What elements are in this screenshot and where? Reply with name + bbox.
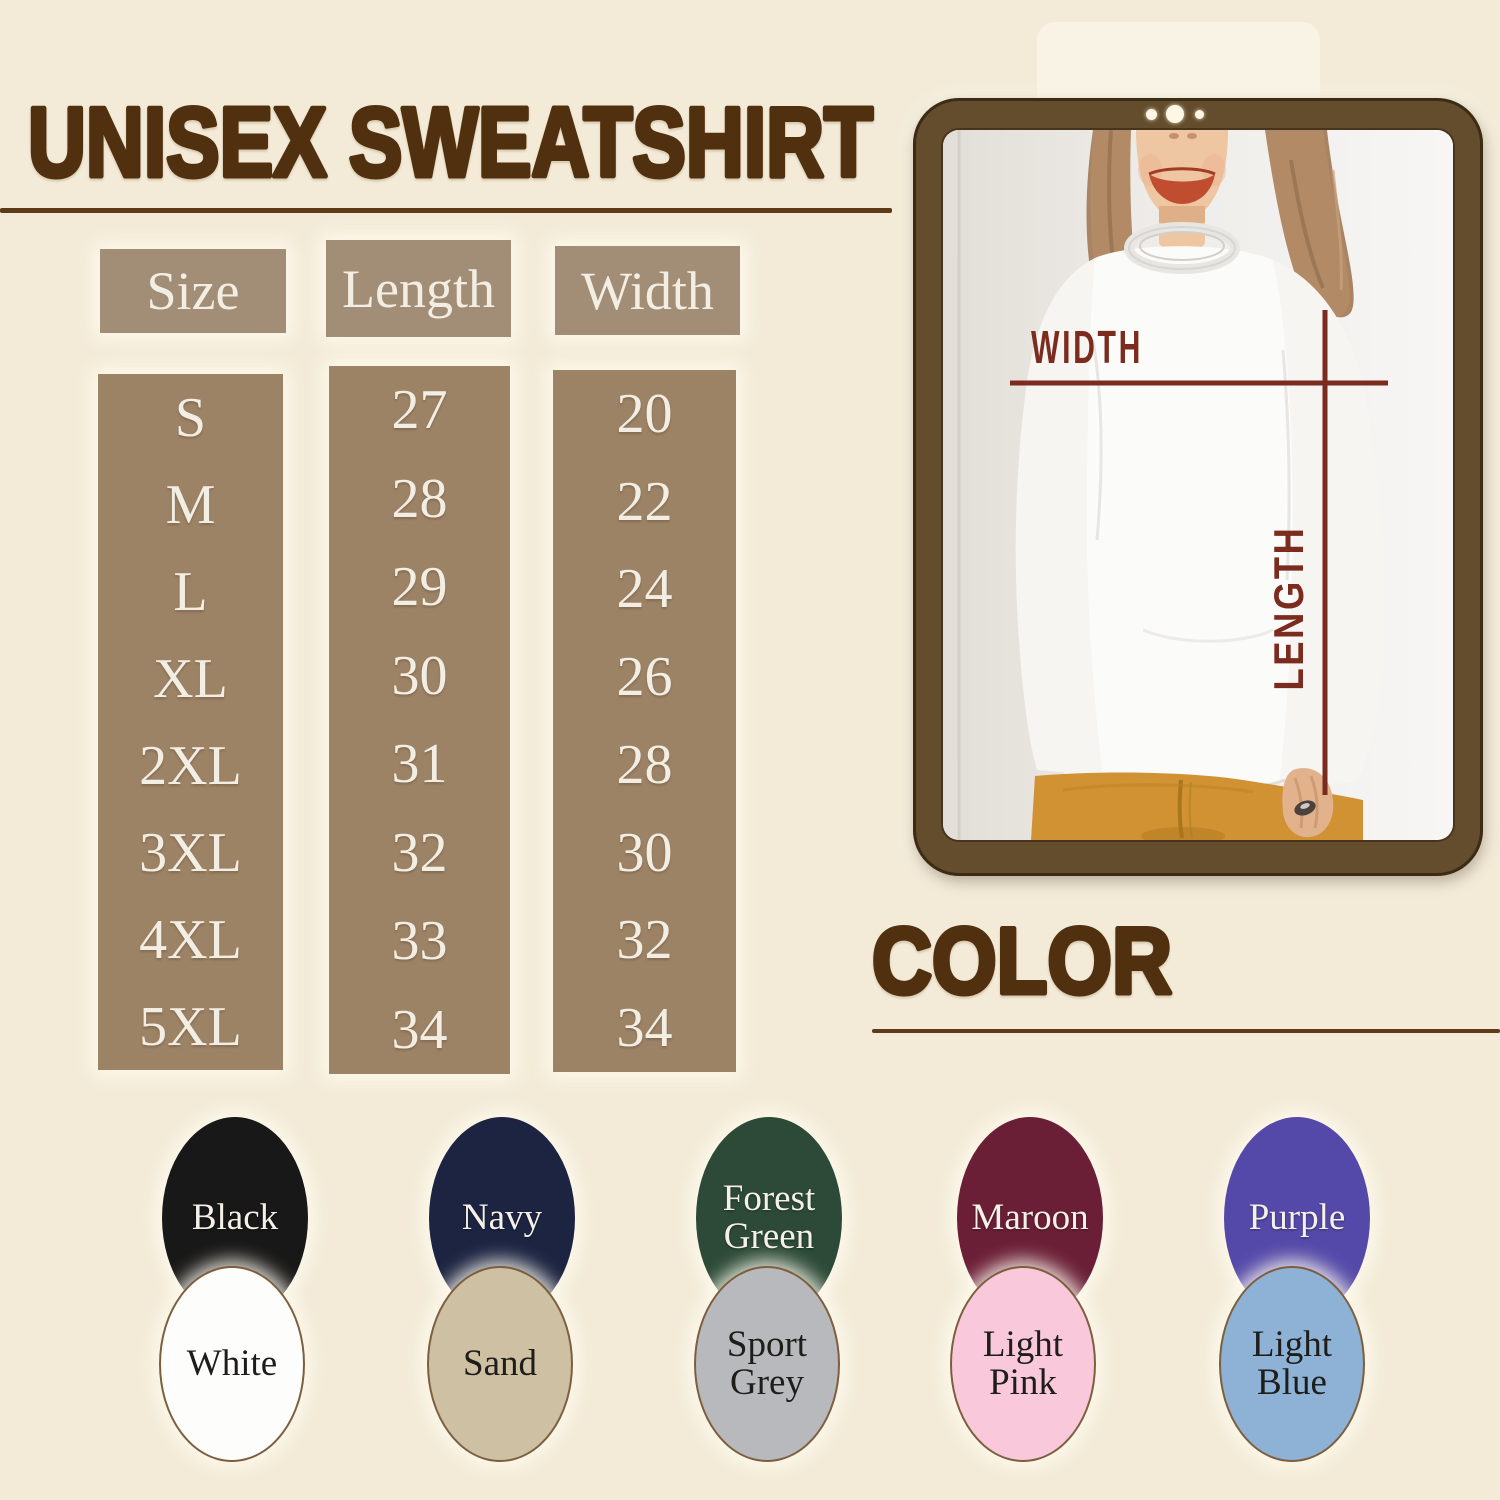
page-title-text: UNISEX SWEATSHIRT [28,87,873,197]
size-value: 4XL [139,908,242,971]
length-value: 27 [391,379,448,442]
width-column-header: Width [555,246,740,335]
color-section-title: COLOR [870,906,1175,1016]
size-header-label: Size [146,261,240,321]
color-divider [872,1029,1500,1033]
camera-dot-icon [1146,109,1157,120]
width-value: 22 [616,470,673,533]
length-value: 34 [391,998,448,1061]
length-value: 30 [391,644,448,707]
swatch-label: Purple [1248,1196,1346,1238]
size-column: S M L XL 2XL 3XL 4XL 5XL [98,374,283,1070]
length-value: 29 [391,556,448,619]
width-value: 28 [616,733,673,796]
size-value: 3XL [139,821,242,884]
length-measure-label: LENGTH [1265,526,1312,691]
length-value: 28 [391,467,448,530]
color-swatch-light-pink: Light Pink [950,1266,1096,1462]
camera-dot-icon [1166,105,1184,123]
width-value: 26 [616,646,673,709]
swatch-label: Navy [461,1196,543,1238]
width-value: 30 [616,821,673,884]
size-value: L [173,560,208,623]
size-value: M [165,473,216,536]
width-column: 20 22 24 26 28 30 32 34 [553,370,736,1072]
length-value: 31 [391,733,448,796]
width-value: 34 [616,997,673,1060]
title-divider [0,208,892,213]
swatch-label: White [186,1342,278,1384]
length-column-header: Length [326,240,511,337]
size-value: 2XL [139,734,242,797]
swatch-label: Sand [463,1342,537,1384]
size-value: XL [153,647,228,710]
swatch-label: Black [191,1196,279,1238]
length-header-label: Length [342,258,495,319]
swatch-label: Light Pink [982,1323,1064,1403]
color-swatch-white: White [159,1266,305,1462]
camera-dot-icon [1195,110,1204,119]
photo-overflow-top [1037,22,1320,104]
swatch-label: Maroon [971,1196,1089,1238]
width-value: 32 [616,909,673,972]
swatch-label: Sport Grey [726,1323,808,1403]
color-section-title-text: COLOR [872,908,1172,1013]
width-value: 24 [616,558,673,621]
color-swatch-sand: Sand [427,1266,573,1462]
page-title: UNISEX SWEATSHIRT [26,85,876,200]
size-value: S [174,386,207,449]
length-value: 33 [391,910,448,973]
width-header-label: Width [581,260,714,321]
color-swatch-sport-grey: Sport Grey [694,1266,840,1462]
width-value: 20 [616,382,673,445]
sweatshirt-measurement-illustration: WIDTH LENGTH [943,130,1453,840]
color-swatch-light-blue: Light Blue [1219,1266,1365,1462]
size-value: 5XL [139,995,242,1058]
width-measure-label: WIDTH [1031,321,1143,373]
swatch-label: Forest Green [722,1177,816,1257]
model-photo: WIDTH LENGTH [943,130,1453,840]
swatch-label: Light Blue [1251,1323,1333,1403]
length-column: 27 28 29 30 31 32 33 34 [329,366,510,1074]
photo-frame: WIDTH LENGTH [913,98,1483,876]
length-value: 32 [391,821,448,884]
size-column-header: Size [100,249,286,333]
